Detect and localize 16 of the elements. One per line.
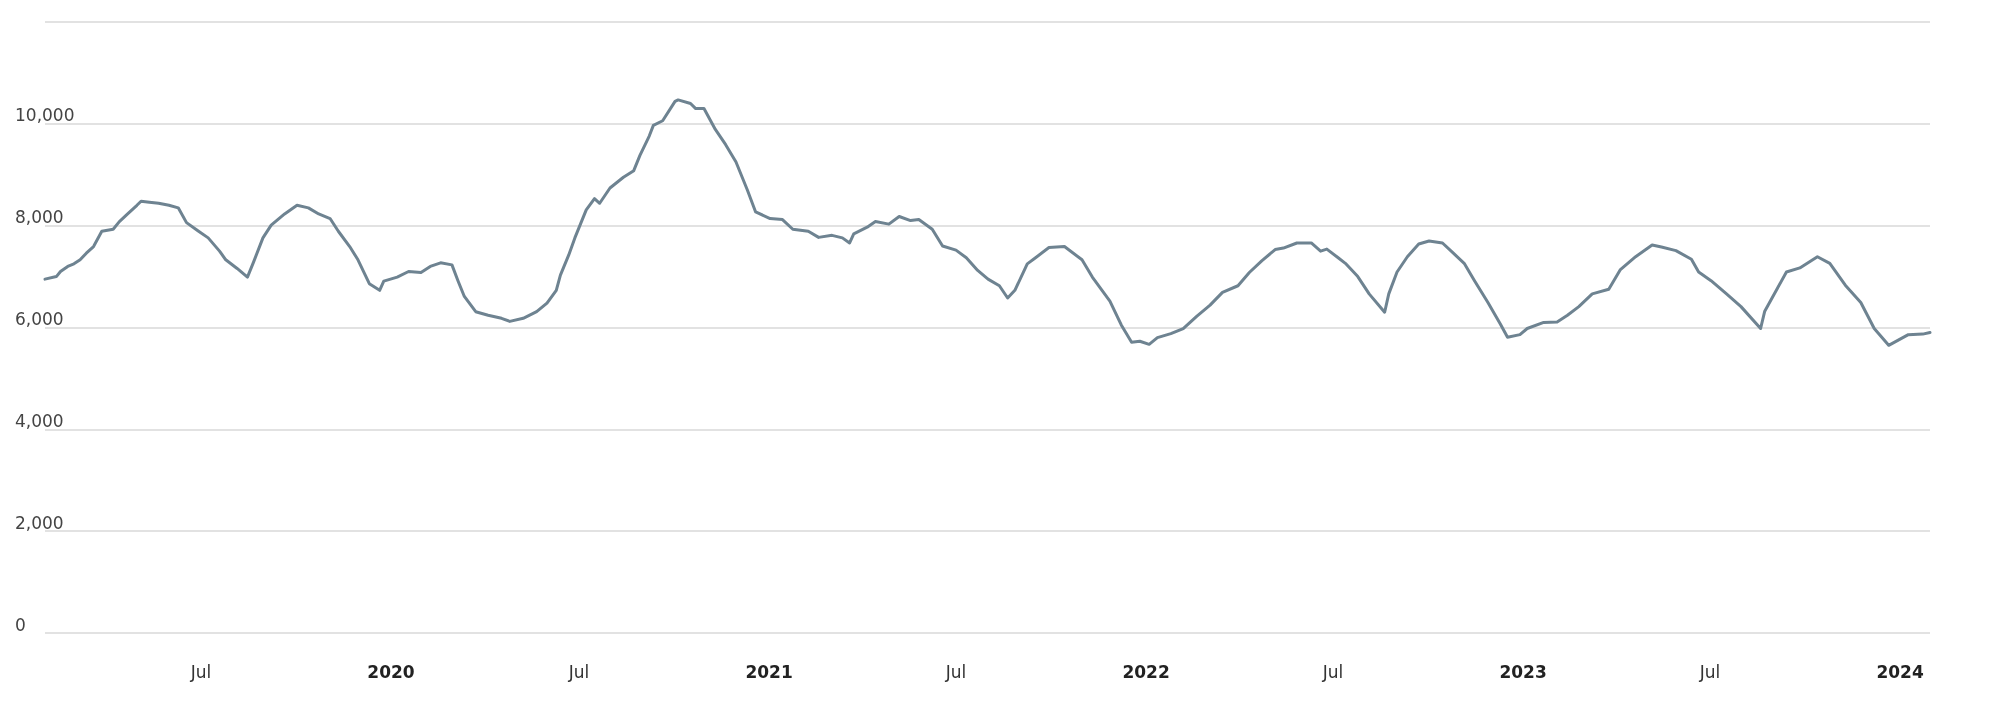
y-tick-label: 4,000 xyxy=(15,410,64,431)
x-tick-label: Jul xyxy=(1321,661,1344,682)
x-tick-label: Jul xyxy=(944,661,967,682)
y-tick-label: 0 xyxy=(15,614,26,635)
y-tick-label: 8,000 xyxy=(15,207,64,228)
y-tick-label: 10,000 xyxy=(15,105,75,126)
x-tick-label: Jul xyxy=(567,661,590,682)
x-tick-label: Jul xyxy=(1698,661,1721,682)
y-tick-label: 6,000 xyxy=(15,309,64,329)
x-tick-label: 2020 xyxy=(367,661,415,682)
x-tick-label: 2022 xyxy=(1122,661,1170,682)
x-tick-label: 2024 xyxy=(1876,661,1924,682)
y-tick-label: 2,000 xyxy=(15,512,64,533)
x-tick-label: 2023 xyxy=(1499,661,1547,682)
x-tick-label: Jul xyxy=(189,661,212,682)
x-tick-label: 2021 xyxy=(745,661,793,682)
